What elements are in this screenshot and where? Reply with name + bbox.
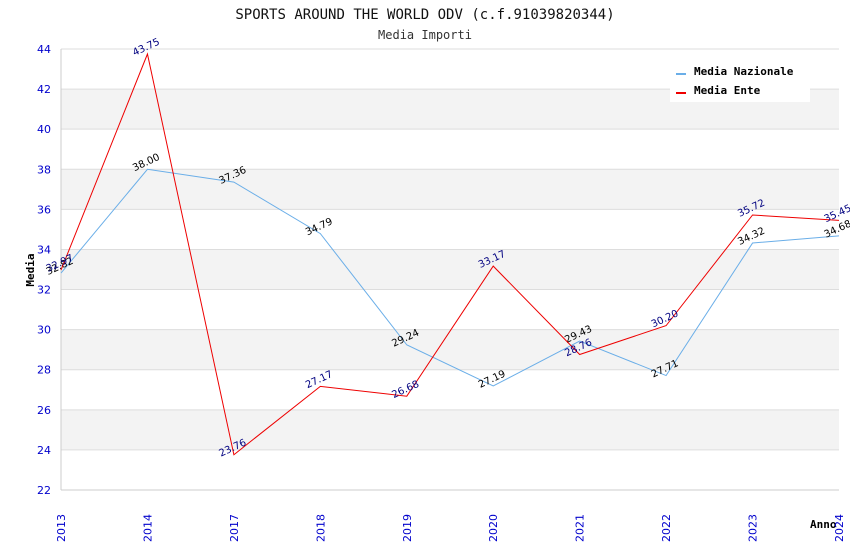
- y-tick-label: 42: [37, 83, 51, 96]
- background-band: [61, 409, 839, 450]
- background-bands: [61, 49, 839, 490]
- background-band: [61, 369, 839, 410]
- x-tick-label: 2013: [55, 514, 68, 542]
- series-line: [60, 168, 840, 387]
- y-tick-label: 38: [37, 163, 51, 176]
- background-band: [61, 169, 839, 210]
- y-tick-label: 32: [37, 284, 51, 297]
- chart-subtitle: Media Importi: [378, 28, 472, 42]
- x-axis-ticks: 2013 2014 2017 2018 2019 2020 2021 2022 2023 2024: [55, 514, 846, 542]
- legend-box: [670, 58, 810, 102]
- y-axis-ticks: 22 24 26 28 30 32 34 36 38 40 42 44: [37, 43, 51, 497]
- background-band: [61, 249, 839, 290]
- series-line: [60, 52, 840, 456]
- x-tick-label: 2017: [228, 514, 241, 542]
- y-tick-label: 22: [37, 484, 51, 497]
- x-tick-label: 2022: [660, 514, 673, 542]
- legend-label: Media Nazionale: [694, 65, 794, 78]
- chart-title: SPORTS AROUND THE WORLD ODV (c.f.9103982…: [235, 7, 614, 23]
- y-tick-label: 34: [37, 243, 51, 256]
- background-band: [61, 129, 839, 170]
- y-tick-label: 26: [37, 404, 51, 417]
- x-tick-label: 2019: [401, 514, 414, 542]
- background-band: [61, 209, 839, 250]
- y-tick-label: 36: [37, 203, 51, 216]
- gridlines: [60, 48, 839, 491]
- y-tick-label: 40: [37, 123, 51, 136]
- background-band: [61, 289, 839, 330]
- x-axis-label: Anno: [810, 518, 837, 531]
- y-tick-label: 24: [37, 444, 51, 457]
- legend-label: Media Ente: [694, 84, 761, 97]
- background-band: [61, 449, 839, 490]
- x-tick-label: 2018: [314, 514, 327, 542]
- y-tick-label: 44: [37, 43, 51, 56]
- x-tick-label: 2014: [141, 514, 154, 542]
- x-tick-label: 2021: [574, 514, 587, 542]
- background-band: [61, 329, 839, 370]
- legend: Media Nazionale Media Ente: [670, 58, 810, 102]
- x-tick-label: 2024: [833, 514, 846, 542]
- y-tick-label: 30: [37, 324, 51, 337]
- x-tick-label: 2023: [747, 514, 760, 542]
- y-tick-label: 28: [37, 364, 51, 377]
- x-tick-label: 2020: [487, 514, 500, 542]
- y-axis-label: Media: [24, 253, 37, 286]
